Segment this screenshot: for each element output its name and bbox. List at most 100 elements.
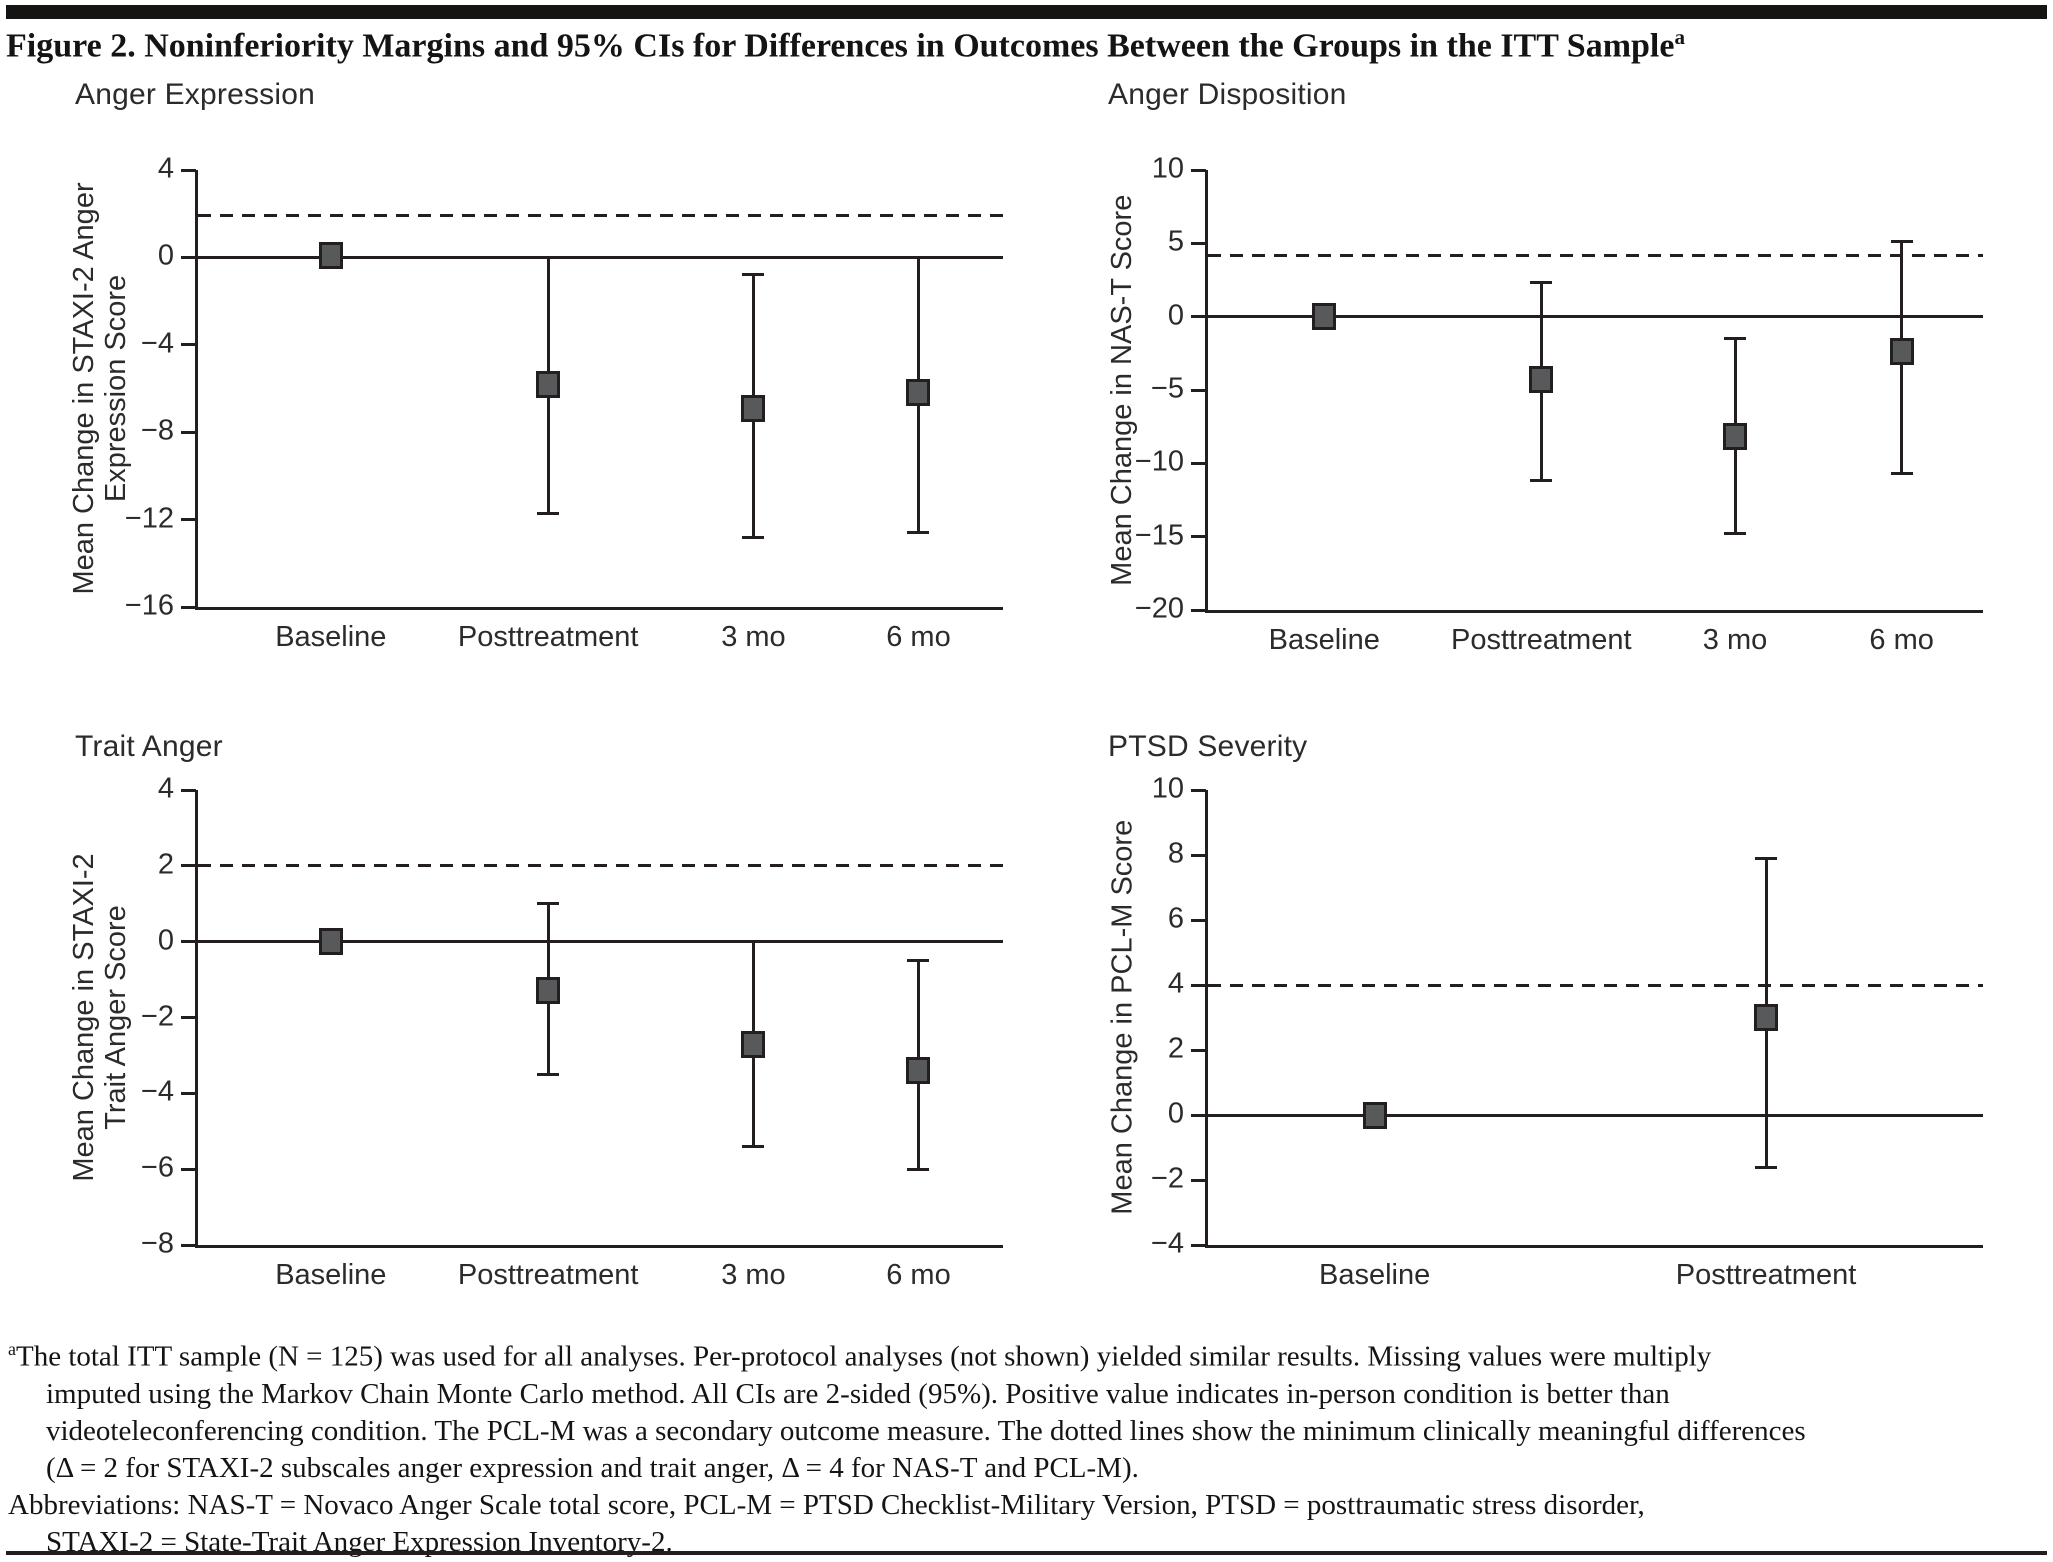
y-tick-mark: [1191, 1243, 1206, 1247]
bottom-rule-bar: [6, 1551, 2047, 1555]
y-axis-label-line: Trait Anger Score: [100, 904, 132, 1130]
figure-title: Figure 2. Noninferiority Margins and 95%…: [6, 25, 2046, 65]
x-category-label: Baseline: [1319, 1259, 1431, 1291]
y-tick-label: 10: [1151, 772, 1184, 805]
y-axis-label-line: Mean Change in STAXI-2: [67, 852, 100, 1182]
y-tick-mark: [181, 1243, 196, 1247]
error-bar-cap-bottom: [1530, 479, 1553, 483]
mean-marker: [536, 370, 561, 398]
y-tick-mark: [181, 168, 196, 172]
footnote-line: (Δ = 2 for STAXI-2 subscales anger expre…: [46, 1451, 1139, 1484]
chart-title: Anger Expression: [75, 78, 315, 111]
y-tick-label: −16: [124, 589, 174, 622]
footnote-line: STAXI-2 = State-Trait Anger Expression I…: [46, 1525, 673, 1558]
y-axis-label-line: Mean Change in PCL-M Score: [1105, 819, 1138, 1215]
mean-marker: [906, 1057, 931, 1085]
y-tick-label: 4: [157, 152, 174, 185]
y-tick-label: 0: [1167, 1097, 1184, 1130]
error-bar-cap-top: [907, 959, 930, 963]
zero-line: [1208, 315, 1983, 319]
y-axis-label-line: Mean Change in NAS-T Score: [1105, 194, 1138, 586]
plot-area: 10 5 0 −5 −10 −15 −20 Baseline Posttreatment 3 mo…: [1135, 153, 1983, 656]
mean-marker: [906, 379, 931, 407]
y-tick-label: −12: [124, 502, 174, 535]
mean-marker: [741, 1030, 766, 1058]
x-category-label: 6 mo: [886, 621, 951, 653]
y-tick-label: −4: [1150, 1227, 1184, 1260]
chart-title: PTSD Severity: [1108, 730, 1308, 763]
y-tick-label: −10: [1134, 445, 1184, 478]
zero-line: [198, 940, 1003, 944]
y-axis-label: Mean Change in PCL-M Score: [1106, 790, 1138, 1245]
x-category-label: Baseline: [1268, 624, 1380, 656]
y-tick-mark: [1191, 241, 1206, 245]
x-category-label: Posttreatment: [1675, 1259, 1857, 1291]
y-tick-mark: [181, 1016, 196, 1019]
x-category-label: Posttreatment: [457, 1259, 639, 1291]
top-rule-bar: [6, 5, 2047, 19]
y-tick-label: 6: [1167, 902, 1184, 935]
footnote-line: videoteleconferencing condition. The PCL…: [46, 1414, 1806, 1447]
y-tick-mark: [1191, 168, 1206, 172]
chart-title: Trait Anger: [75, 730, 223, 763]
error-bar-cap-top: [907, 255, 930, 259]
y-tick-label: −8: [140, 1227, 174, 1260]
x-category-label: 6 mo: [1869, 624, 1934, 656]
y-tick-mark: [181, 1091, 196, 1095]
y-tick-mark: [181, 255, 196, 259]
mean-marker: [536, 977, 561, 1005]
error-bar-cap-bottom: [1755, 1165, 1777, 1169]
x-category-label: Baseline: [275, 621, 387, 653]
error-bar-cap-top: [537, 902, 560, 906]
y-axis-label: Mean Change in NAS-T Score: [1106, 170, 1138, 610]
mean-marker: [1754, 1004, 1778, 1031]
y-tick-mark: [181, 864, 196, 868]
y-tick-mark: [1191, 388, 1206, 392]
zero-line: [1208, 1113, 1983, 1117]
chart-title: Anger Disposition: [1108, 78, 1347, 111]
y-tick-label: 4: [1167, 967, 1184, 1000]
y-tick-label: 10: [1151, 152, 1184, 185]
y-tick-label: 8: [1167, 837, 1184, 870]
y-tick-label: −20: [1134, 592, 1184, 625]
y-tick-label: 0: [1167, 299, 1184, 332]
mean-marker: [1362, 1101, 1387, 1129]
error-bar-cap-bottom: [1724, 532, 1746, 536]
x-category-label: 3 mo: [721, 621, 786, 653]
noninferiority-margin-line: [1208, 253, 1983, 257]
mean-marker: [318, 928, 343, 956]
y-tick-mark: [1191, 918, 1206, 922]
y-tick-mark: [1191, 1113, 1206, 1117]
y-tick-mark: [181, 1167, 196, 1171]
mean-marker: [1723, 423, 1747, 451]
noninferiority-margin-line: [198, 214, 1003, 218]
error-bar-cap-top: [1530, 281, 1553, 285]
error-bar-cap-bottom: [742, 1144, 765, 1148]
y-tick-label: 0: [157, 239, 174, 272]
y-tick-mark: [181, 518, 196, 522]
y-tick-label: −15: [1134, 519, 1184, 552]
plot-area: 4 2 0 −2 −4 −6 −8 Baseline Posttreatment 3 mo 6 mo: [141, 773, 1003, 1291]
error-bar-cap-top: [1724, 337, 1746, 341]
x-category-label: 3 mo: [1702, 624, 1768, 656]
x-category-label: Posttreatment: [1450, 624, 1632, 656]
y-tick-label: 4: [157, 772, 174, 805]
plot-area: 10 8 6 4 2 0 −2 −4 Baseline Posttreatment: [1151, 773, 1983, 1291]
error-bar-cap-top: [1890, 240, 1913, 244]
error-bar-cap-top: [537, 255, 560, 259]
error-bar-cap-bottom: [537, 511, 560, 515]
footnote-marker: a: [8, 1339, 16, 1359]
y-tick-label: −4: [140, 1075, 174, 1108]
error-bar-cap-bottom: [907, 531, 930, 535]
y-tick-mark: [1191, 535, 1206, 539]
y-tick-mark: [181, 940, 196, 944]
y-tick-mark: [1191, 1178, 1206, 1182]
error-bar-cap-bottom: [1890, 472, 1913, 476]
footnote-line: imputed using the Markov Chain Monte Car…: [46, 1377, 1670, 1410]
y-axis-label: Mean Change in STAXI-2 Anger Expression S…: [68, 169, 133, 606]
y-tick-label: −2: [140, 1000, 174, 1033]
zero-line: [198, 255, 1003, 259]
y-tick-label: −4: [140, 327, 174, 360]
error-bar-cap-top: [1755, 856, 1777, 860]
error-bar-cap-bottom: [537, 1072, 560, 1076]
